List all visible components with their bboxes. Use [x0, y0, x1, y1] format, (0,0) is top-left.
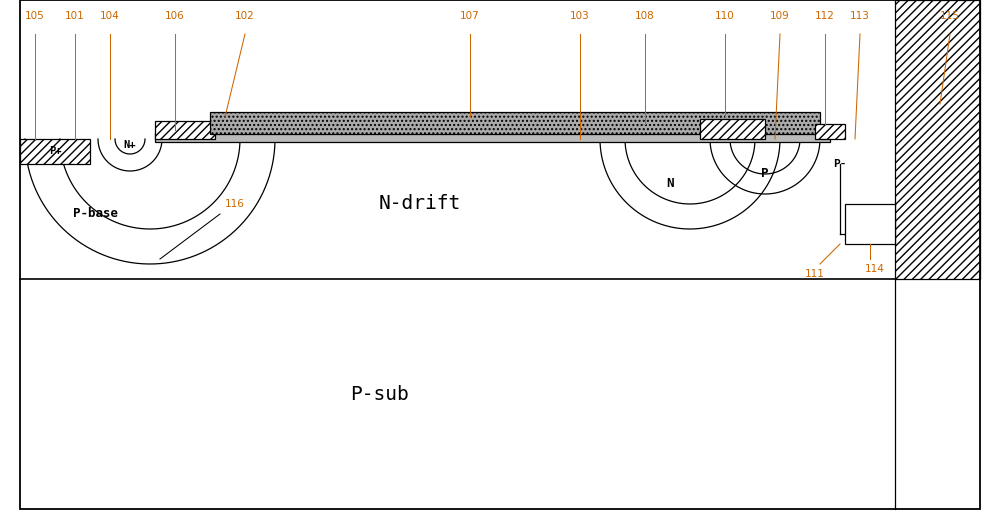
Text: 111: 111 — [805, 269, 825, 279]
Text: 104: 104 — [100, 11, 120, 21]
Bar — [155, 121, 215, 139]
Text: 107: 107 — [460, 11, 480, 21]
Text: 102: 102 — [235, 11, 255, 21]
Text: P-: P- — [833, 159, 847, 169]
Bar — [895, 0, 980, 279]
Text: 105: 105 — [25, 11, 45, 21]
Bar — [20, 139, 90, 164]
Text: 116: 116 — [225, 199, 245, 209]
Text: 109: 109 — [770, 11, 790, 21]
Bar — [815, 124, 845, 139]
Bar — [155, 133, 830, 142]
Text: 113: 113 — [850, 11, 870, 21]
Text: 103: 103 — [570, 11, 590, 21]
Text: 106: 106 — [165, 11, 185, 21]
Text: P-sub: P-sub — [351, 385, 409, 403]
Bar — [700, 119, 765, 139]
Text: 101: 101 — [65, 11, 85, 21]
Text: 110: 110 — [715, 11, 735, 21]
Text: P-base: P-base — [72, 208, 118, 221]
Text: P+: P+ — [49, 146, 61, 157]
Text: 108: 108 — [635, 11, 655, 21]
Bar — [845, 204, 895, 244]
Text: 115: 115 — [940, 11, 960, 21]
Bar — [210, 112, 820, 134]
Text: N-drift: N-drift — [379, 195, 461, 213]
Text: N+: N+ — [124, 140, 136, 150]
Text: 112: 112 — [815, 11, 835, 21]
Text: 114: 114 — [865, 264, 885, 274]
Text: N: N — [666, 177, 674, 190]
Text: P: P — [761, 168, 769, 181]
